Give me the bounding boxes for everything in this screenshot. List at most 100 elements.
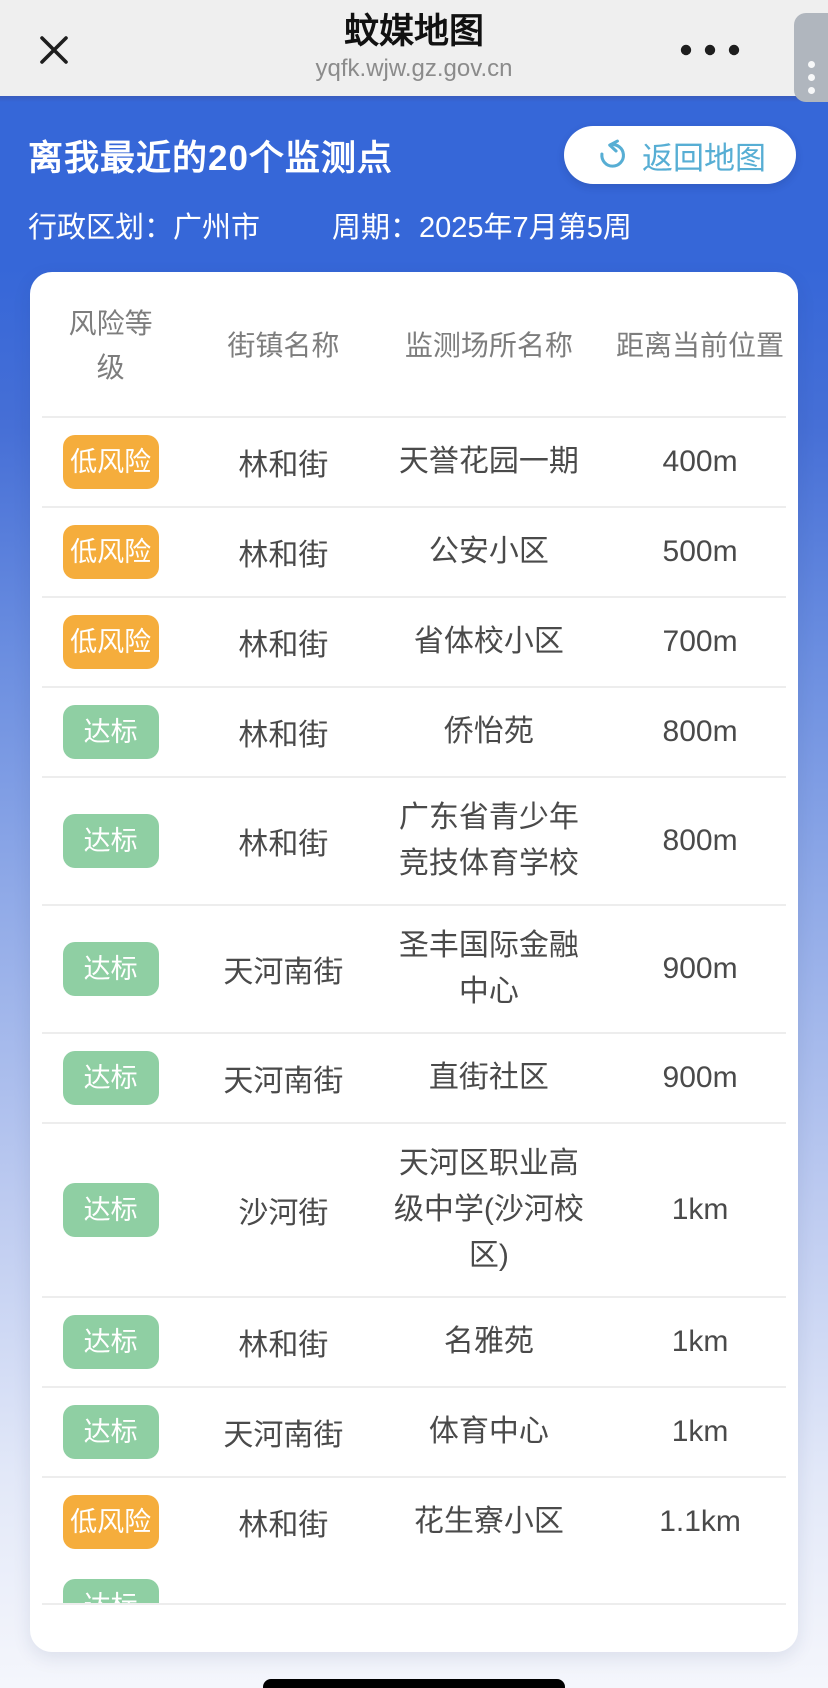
column-header-risk: 风险等级 — [68, 308, 153, 383]
distance-value: 1km — [671, 1325, 729, 1358]
risk-badge: 低风险 — [62, 1495, 159, 1549]
site-name: 名雅苑 — [443, 1325, 534, 1358]
site-name: 直街社区 — [428, 1061, 549, 1094]
region-info: 行政区划： 广州市 — [28, 204, 260, 246]
back-button-label: 返回地图 — [642, 140, 766, 176]
risk-badge: 达标 — [62, 1315, 159, 1369]
row-divider — [42, 1032, 786, 1034]
street-name: 林和街 — [238, 449, 329, 482]
site-name: 圣丰国际金融中心 — [398, 929, 579, 1008]
close-icon — [37, 33, 71, 67]
site-name: 广东省青少年竞技体育学校 — [398, 801, 579, 880]
row-divider — [42, 1386, 786, 1388]
page-url: yqfk.wjw.gz.gov.cn — [315, 55, 513, 82]
back-to-map-button[interactable]: 返回地图 — [564, 126, 796, 184]
row-divider — [42, 416, 786, 418]
distance-value: 1km — [671, 1415, 729, 1448]
table-row[interactable]: 达标 林和街 侨怡苑 800m — [30, 688, 798, 776]
monitoring-table-card: 风险等级 街镇名称 监测场所名称 距离当前位置 低风险 林和街 天誉花园一期 4… — [30, 272, 798, 1652]
distance-value: 500m — [662, 535, 738, 568]
handle-dot — [807, 74, 815, 81]
undo-arrow-icon — [594, 137, 630, 173]
risk-badge: 达标 — [62, 942, 159, 996]
row-divider — [42, 686, 786, 688]
handle-dot — [807, 87, 815, 94]
row-divider — [42, 776, 786, 778]
risk-badge: 达标 — [62, 705, 159, 759]
section-heading: 离我最近的20个监测点 — [28, 138, 393, 178]
distance-value: 400m — [662, 445, 738, 478]
distance-value: 900m — [662, 1061, 738, 1094]
street-name: 林和街 — [238, 539, 329, 572]
home-indicator-bar[interactable] — [263, 1679, 565, 1688]
column-header-site: 监测场所名称 — [404, 330, 573, 361]
table-row[interactable]: 低风险 林和街 公安小区 500m — [30, 508, 798, 596]
risk-badge: 达标 — [62, 1579, 159, 1603]
column-header-distance: 距离当前位置 — [616, 330, 785, 361]
street-name: 天河南街 — [223, 1065, 344, 1098]
row-divider — [42, 506, 786, 508]
distance-value: 800m — [662, 715, 738, 748]
street-name: 林和街 — [238, 828, 329, 861]
browser-top-bar: 蚊媒地图 yqfk.wjw.gz.gov.cn — [0, 0, 828, 96]
distance-value: 700m — [662, 625, 738, 658]
risk-badge: 低风险 — [62, 525, 159, 579]
table-row-partial: 达标 — [30, 1566, 798, 1603]
row-divider — [42, 1603, 786, 1605]
table-row[interactable]: 低风险 林和街 天誉花园一期 400m — [30, 418, 798, 506]
more-menu-button[interactable] — [678, 30, 742, 70]
row-divider — [42, 1296, 786, 1298]
row-divider — [42, 1476, 786, 1478]
close-button[interactable] — [30, 26, 78, 74]
site-name: 侨怡苑 — [443, 715, 534, 748]
risk-badge: 达标 — [62, 1405, 159, 1459]
risk-badge: 达标 — [62, 1183, 159, 1237]
street-name: 天河南街 — [223, 956, 344, 989]
risk-badge: 达标 — [62, 814, 159, 868]
side-drag-handle[interactable] — [794, 13, 828, 102]
row-divider — [42, 1122, 786, 1124]
street-name: 林和街 — [238, 1509, 329, 1542]
distance-value: 1.1km — [659, 1505, 741, 1538]
site-name: 天河区职业高级中学(沙河校区) — [393, 1147, 584, 1272]
page-body: 离我最近的20个监测点 返回地图 行政区划： 广州市 周期： 2025年7月第5… — [0, 96, 828, 1688]
site-name: 体育中心 — [428, 1415, 549, 1448]
table-body: 低风险 林和街 天誉花园一期 400m 低风险 林和街 公安小区 500m 低风… — [30, 418, 798, 1566]
risk-badge: 达标 — [62, 1051, 159, 1105]
page-title: 蚊媒地图 — [343, 12, 484, 51]
table-header-row: 风险等级 街镇名称 监测场所名称 距离当前位置 — [30, 272, 798, 416]
table-row[interactable]: 达标 沙河街 天河区职业高级中学(沙河校区) 1km — [30, 1124, 798, 1296]
handle-dot — [807, 61, 815, 68]
table-row[interactable]: 达标 天河南街 体育中心 1km — [30, 1388, 798, 1476]
three-dots-icon — [679, 43, 741, 57]
site-name: 公安小区 — [428, 535, 549, 568]
distance-value: 800m — [662, 824, 738, 857]
distance-value: 1km — [671, 1193, 729, 1226]
table-row[interactable]: 达标 天河南街 直街社区 900m — [30, 1034, 798, 1122]
table-row[interactable]: 达标 林和街 名雅苑 1km — [30, 1298, 798, 1386]
row-divider — [42, 596, 786, 598]
period-value: 2025年7月第5周 — [419, 212, 632, 244]
region-label: 行政区划： — [28, 212, 174, 244]
table-row[interactable]: 低风险 林和街 花生寮小区 1.1km — [30, 1478, 798, 1566]
site-name: 天誉花园一期 — [398, 445, 579, 478]
risk-badge: 低风险 — [62, 615, 159, 669]
distance-value: 900m — [662, 952, 738, 985]
street-name: 沙河街 — [238, 1197, 329, 1230]
table-row[interactable]: 低风险 林和街 省体校小区 700m — [30, 598, 798, 686]
period-label: 周期： — [332, 212, 420, 244]
street-name: 天河南街 — [223, 1419, 344, 1452]
region-value: 广州市 — [173, 212, 261, 244]
site-name: 省体校小区 — [413, 625, 564, 658]
column-header-street: 街镇名称 — [227, 330, 340, 361]
street-name: 林和街 — [238, 629, 329, 662]
street-name: 林和街 — [238, 1329, 329, 1362]
table-row[interactable]: 达标 天河南街 圣丰国际金融中心 900m — [30, 906, 798, 1032]
risk-badge: 低风险 — [62, 435, 159, 489]
street-name: 林和街 — [238, 719, 329, 752]
site-name: 花生寮小区 — [413, 1505, 564, 1538]
row-divider — [42, 904, 786, 906]
period-info: 周期： 2025年7月第5周 — [332, 204, 632, 246]
table-row[interactable]: 达标 林和街 广东省青少年竞技体育学校 800m — [30, 778, 798, 904]
